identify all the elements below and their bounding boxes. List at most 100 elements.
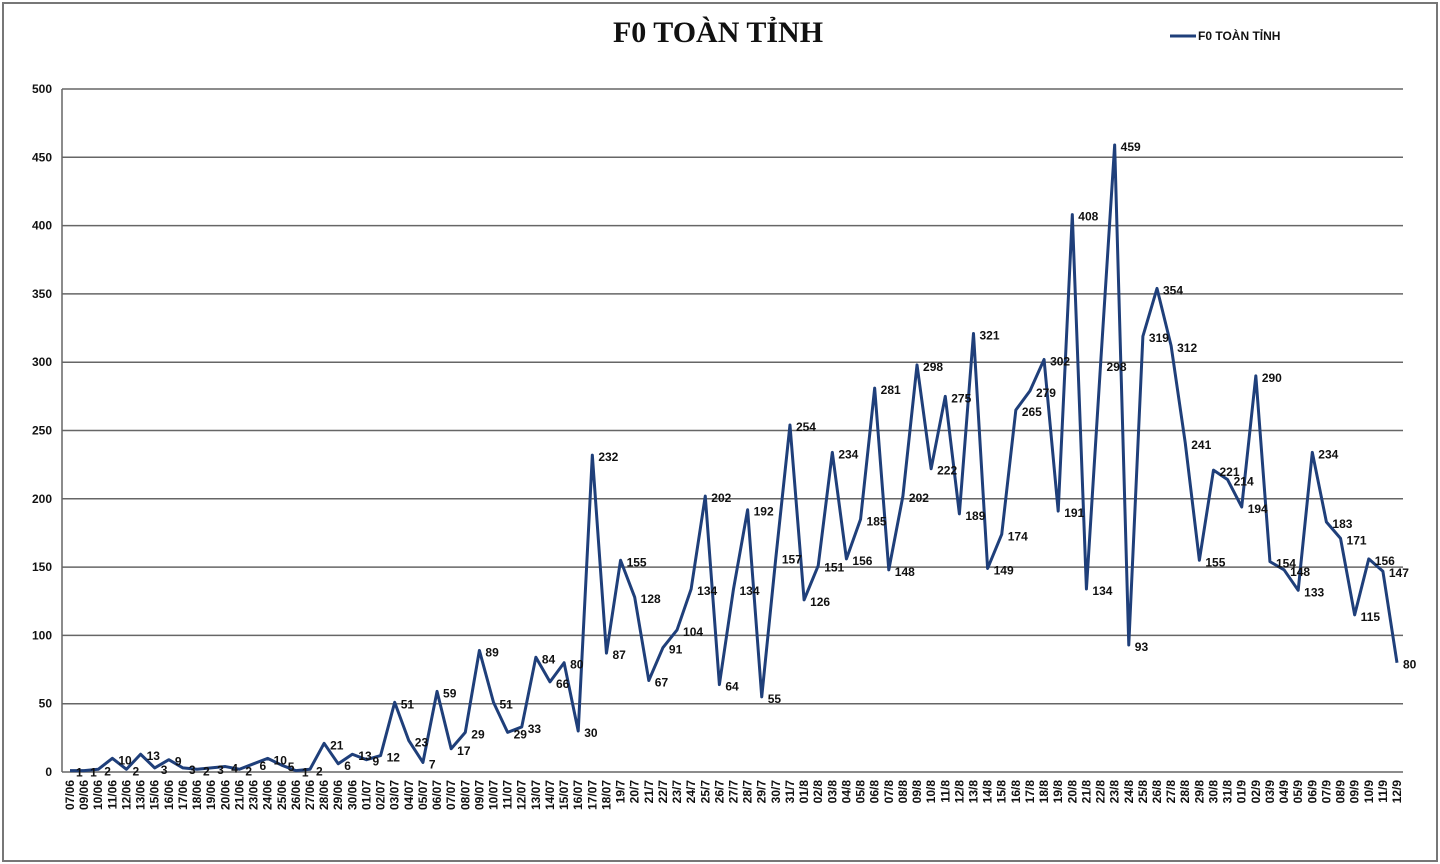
data-label: 234 — [1318, 447, 1338, 461]
x-tick-label: 01/8 — [797, 780, 811, 804]
data-label: 194 — [1248, 502, 1268, 516]
data-label: 155 — [1205, 555, 1225, 569]
x-tick-label: 06/07 — [430, 780, 444, 810]
data-label: 408 — [1078, 210, 1098, 224]
x-tick-label: 03/07 — [388, 780, 402, 810]
x-tick-label: 30/7 — [769, 780, 783, 804]
x-tick-label: 06/8 — [868, 780, 882, 804]
data-label: 104 — [683, 625, 703, 639]
x-tick-label: 24/06 — [261, 780, 275, 810]
data-label: 17 — [457, 744, 471, 758]
data-label: 3 — [217, 763, 224, 777]
data-label: 155 — [627, 555, 647, 569]
x-tick-label: 18/07 — [599, 780, 613, 810]
x-tick-label: 21/7 — [642, 780, 656, 804]
data-label: 312 — [1177, 341, 1197, 355]
data-label: 128 — [641, 592, 661, 606]
x-tick-label: 13/8 — [966, 780, 980, 804]
x-tick-label: 12/06 — [119, 780, 133, 810]
data-label: 33 — [528, 722, 542, 736]
data-label: 157 — [782, 553, 802, 567]
data-label: 290 — [1262, 371, 1282, 385]
x-tick-label: 10/06 — [91, 780, 105, 810]
data-label: 183 — [1332, 517, 1352, 531]
data-label: 2 — [245, 764, 252, 778]
data-label: 134 — [1092, 584, 1112, 598]
data-label: 254 — [796, 420, 816, 434]
x-tick-label: 09/8 — [910, 780, 924, 804]
y-tick-label: 500 — [32, 82, 52, 96]
x-tick-label: 03/9 — [1263, 780, 1277, 804]
data-label: 321 — [979, 329, 999, 343]
x-tick-label: 23/7 — [670, 780, 684, 804]
x-tick-label: 24/7 — [684, 780, 698, 804]
x-tick-label: 09/9 — [1348, 780, 1362, 804]
x-tick-label: 23/06 — [247, 780, 261, 810]
x-tick-label: 28/8 — [1178, 780, 1192, 804]
legend-label: F0 TOÀN TỈNH — [1198, 28, 1280, 43]
x-tick-label: 07/06 — [63, 780, 77, 810]
x-tick-label: 19/06 — [204, 780, 218, 810]
y-tick-label: 50 — [39, 697, 53, 711]
data-label: 4 — [231, 762, 238, 776]
x-tick-label: 20/7 — [628, 780, 642, 804]
data-label: 275 — [951, 391, 971, 405]
data-label: 234 — [838, 447, 858, 461]
x-tick-label: 25/7 — [698, 780, 712, 804]
x-tick-label: 30/06 — [345, 780, 359, 810]
x-tick-label: 06/9 — [1305, 780, 1319, 804]
data-label: 12 — [387, 751, 401, 765]
data-label: 9 — [175, 755, 182, 769]
x-tick-label: 02/9 — [1249, 780, 1263, 804]
x-tick-label: 03/8 — [825, 780, 839, 804]
data-label: 279 — [1036, 386, 1056, 400]
x-tick-label: 16/07 — [571, 780, 585, 810]
data-label: 9 — [372, 755, 379, 769]
data-label: 202 — [909, 491, 929, 505]
data-label: 84 — [542, 652, 556, 666]
x-tick-label: 05/07 — [416, 780, 430, 810]
x-tick-label: 17/06 — [176, 780, 190, 810]
x-tick-label: 23/8 — [1108, 780, 1122, 804]
data-label: 185 — [867, 514, 887, 528]
data-label: 87 — [612, 648, 626, 662]
x-tick-label: 31/7 — [783, 780, 797, 804]
x-tick-label: 31/8 — [1221, 780, 1235, 804]
x-tick-label: 10/07 — [487, 780, 501, 810]
data-label: 21 — [330, 738, 344, 752]
y-tick-label: 250 — [32, 424, 52, 438]
data-label: 67 — [655, 675, 669, 689]
x-tick-label: 28/7 — [741, 780, 755, 804]
x-tick-label: 12/8 — [952, 780, 966, 804]
y-tick-label: 300 — [32, 355, 52, 369]
data-label: 91 — [669, 643, 683, 657]
data-label: 192 — [754, 505, 774, 519]
data-label: 30 — [584, 726, 598, 740]
x-tick-label: 17/07 — [585, 780, 599, 810]
data-label: 2 — [316, 764, 323, 778]
data-label: 93 — [1135, 640, 1149, 654]
data-label: 319 — [1149, 331, 1169, 345]
y-tick-label: 100 — [32, 628, 52, 642]
x-tick-label: 21/8 — [1079, 780, 1093, 804]
x-tick-label: 15/8 — [995, 780, 1009, 804]
data-label: 281 — [881, 383, 901, 397]
data-label: 13 — [147, 749, 161, 763]
data-label: 1 — [76, 766, 83, 780]
data-label: 302 — [1050, 354, 1070, 368]
x-tick-label: 08/8 — [896, 780, 910, 804]
data-label: 298 — [1107, 360, 1127, 374]
data-label: 148 — [895, 565, 915, 579]
x-tick-label: 04/07 — [402, 780, 416, 810]
data-label: 171 — [1347, 533, 1367, 547]
x-tick-label: 11/8 — [938, 780, 952, 803]
data-label: 115 — [1361, 610, 1381, 624]
data-label: 6 — [260, 759, 267, 773]
data-label: 134 — [697, 584, 717, 598]
x-tick-label: 29/06 — [331, 780, 345, 810]
data-label: 214 — [1234, 475, 1254, 489]
x-tick-label: 24/8 — [1122, 780, 1136, 804]
data-label: 133 — [1304, 585, 1324, 599]
